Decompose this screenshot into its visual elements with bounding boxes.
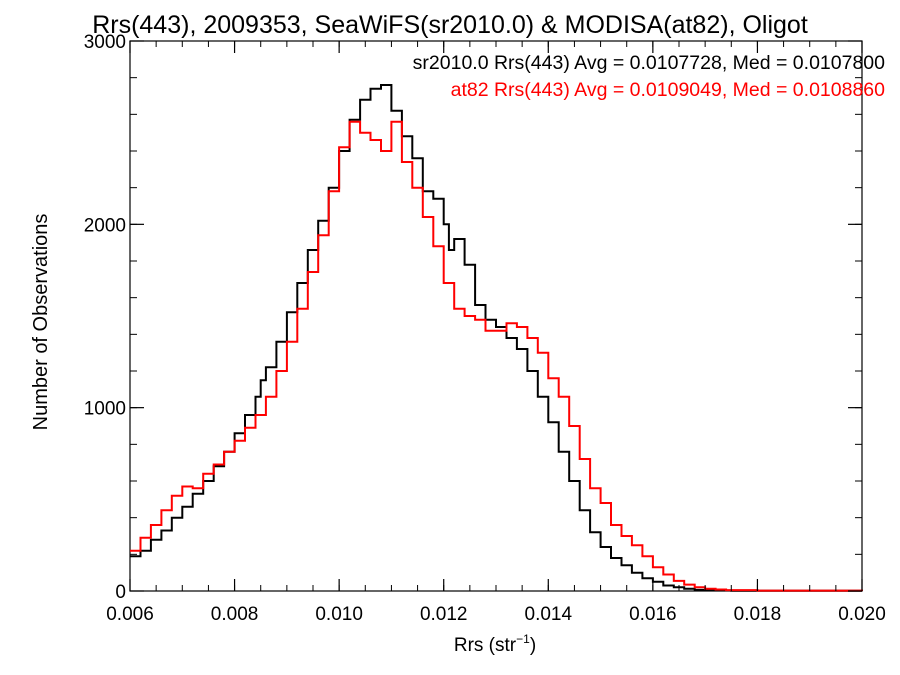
y-axis-label: Number of Observations	[30, 214, 52, 431]
series-line-at82	[130, 120, 863, 592]
chart-title: Rrs(443), 2009353, SeaWiFS(sr2010.0) & M…	[92, 11, 808, 39]
x-tick-label: 0.008	[211, 604, 259, 625]
x-tick-label: 0.014	[525, 604, 573, 625]
legend-entry: sr2010.0 Rrs(443) Avg = 0.0107728, Med =…	[413, 52, 885, 74]
x-tick-label: 0.018	[734, 604, 782, 625]
plot-border	[129, 40, 863, 592]
series-layer	[130, 84, 863, 592]
y-tick-label: 0	[115, 582, 126, 603]
y-tick-label: 3000	[84, 32, 126, 53]
x-tick-label: 0.012	[420, 604, 468, 625]
x-axis-label-suffix: )	[530, 635, 536, 656]
x-tick-label: 0.006	[106, 604, 154, 625]
plot-frame	[129, 40, 863, 592]
x-axis-label: Rrs (str−1)	[454, 632, 536, 656]
x-axis-label-main: Rrs (str	[454, 635, 517, 656]
y-tick-label: 2000	[84, 215, 126, 236]
x-axis-label-superscript: −1	[516, 632, 530, 646]
x-axis: 0.006 0.008 0.010 0.012 0.014 0.016 0.018 0.020	[106, 41, 886, 625]
y-tick-label: 1000	[84, 399, 126, 420]
legend-entry: at82 Rrs(443) Avg = 0.0109049, Med = 0.0…	[451, 79, 886, 101]
x-tick-label: 0.016	[629, 604, 677, 625]
y-axis: 0 1000 2000 3000	[84, 32, 862, 603]
series-line-sr2010-0	[130, 84, 863, 592]
legend: sr2010.0 Rrs(443) Avg = 0.0107728, Med =…	[413, 52, 885, 101]
x-tick-label: 0.020	[838, 604, 886, 625]
x-tick-label: 0.010	[315, 604, 363, 625]
